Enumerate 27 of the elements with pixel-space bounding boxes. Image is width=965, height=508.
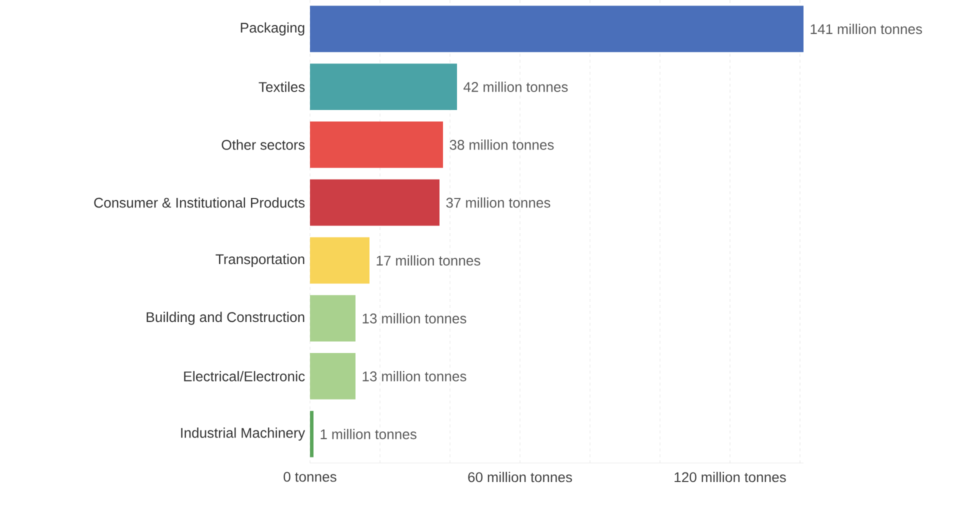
data-label: 13 million tonnes: [362, 313, 466, 324]
bar: [310, 122, 444, 168]
x-tick-label: 120 million tonnes: [674, 472, 786, 482]
bar: [310, 410, 314, 458]
y-tick-label: Consumer & Institutional Products: [94, 197, 305, 208]
bar: [310, 179, 440, 226]
x-tick-label: 0 tonnes: [284, 472, 336, 482]
x-tick-label: 60 million tonnes: [468, 472, 572, 482]
bar: [310, 64, 458, 110]
data-label: 42 million tonnes: [464, 82, 568, 92]
bar: [310, 353, 356, 400]
y-tick-label: Transportation: [216, 254, 304, 267]
data-label: 17 million tonnes: [376, 255, 480, 266]
data-label: 13 million tonnes: [362, 371, 466, 382]
y-tick-label: Building and Construction: [146, 312, 304, 325]
y-tick-label: Textiles: [258, 82, 305, 92]
y-tick-label: Other sectors: [222, 140, 305, 150]
data-label: 37 million tonnes: [446, 197, 550, 208]
y-tick-label: Industrial Machinery: [181, 428, 306, 441]
bar: [310, 237, 370, 284]
bar: [310, 295, 356, 342]
y-tick-label: Electrical/Electronic: [184, 371, 305, 382]
y-tick-label: Packaging: [240, 22, 304, 36]
bar: [310, 6, 804, 52]
data-label: 141 million tonnes: [810, 24, 922, 34]
data-label: 38 million tonnes: [450, 140, 554, 150]
data-label: 1 million tonnes: [320, 428, 416, 440]
